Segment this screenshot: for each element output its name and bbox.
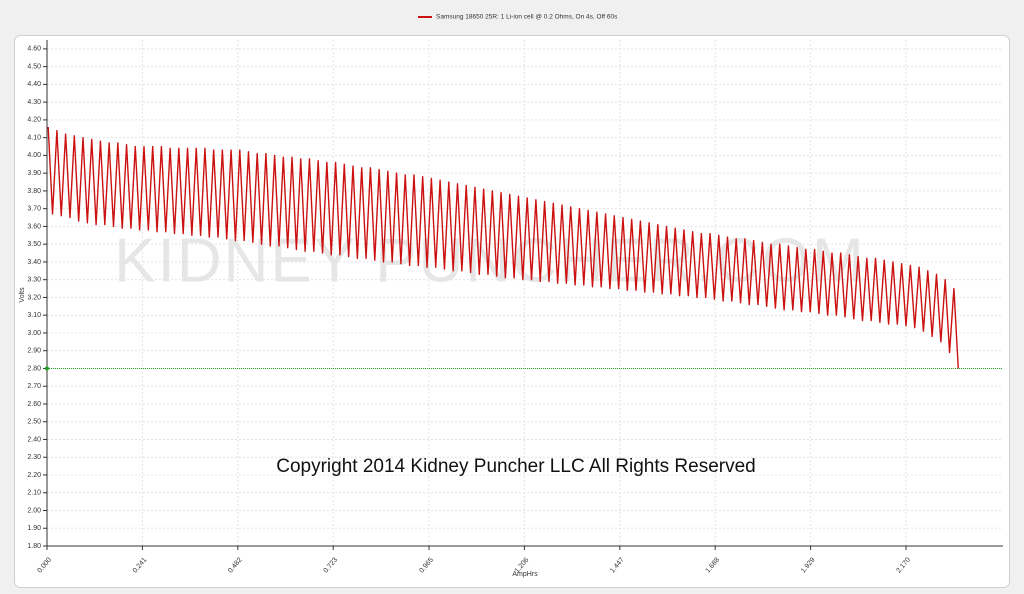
y-tick-label: 3.50: [27, 241, 41, 248]
y-tick-label: 1.90: [27, 525, 41, 532]
y-tick-label: 4.50: [27, 63, 41, 70]
y-tick-label: 3.20: [27, 294, 41, 301]
y-tick-label: 1.80: [27, 543, 41, 550]
y-tick-label: 2.70: [27, 383, 41, 390]
y-tick-label: 2.20: [27, 472, 41, 479]
y-tick-label: 4.20: [27, 117, 41, 124]
y-tick-label: 3.70: [27, 206, 41, 213]
y-tick-label: 4.10: [27, 134, 41, 141]
y-tick-label: 2.80: [27, 365, 41, 372]
y-tick-label: 2.90: [27, 348, 41, 355]
y-tick-label: 3.90: [27, 170, 41, 177]
y-axis-title: Volts: [19, 287, 26, 303]
y-tick-label: 4.40: [27, 81, 41, 88]
x-axis-title: AmpHrs: [512, 571, 538, 578]
y-tick-label: 2.50: [27, 419, 41, 426]
y-tick-label: 3.30: [27, 277, 41, 284]
reference-marker: [45, 366, 49, 371]
y-tick-label: 3.60: [27, 223, 41, 230]
y-tick-label: 2.60: [27, 401, 41, 408]
legend-label: Samsung 18650 25R: 1 Li-ion cell @ 0.2 O…: [436, 14, 618, 21]
y-tick-label: 4.00: [27, 152, 41, 159]
y-tick-label: 2.00: [27, 507, 41, 514]
y-tick-label: 3.40: [27, 259, 41, 266]
y-tick-label: 2.40: [27, 436, 41, 443]
y-tick-label: 3.10: [27, 312, 41, 319]
legend-item: Samsung 18650 25R: 1 Li-ion cell @ 0.2 O…: [418, 14, 618, 21]
y-tick-label: 2.30: [27, 454, 41, 461]
annotation: Copyright 2014 Kidney Puncher LLC All Ri…: [276, 456, 756, 477]
chart-panel: [14, 35, 1010, 588]
y-tick-label: 3.80: [27, 188, 41, 195]
y-tick-label: 2.10: [27, 490, 41, 497]
y-tick-label: 4.30: [27, 99, 41, 106]
data-line: [47, 126, 959, 369]
y-tick-label: 3.00: [27, 330, 41, 337]
y-tick-label: 4.60: [27, 46, 41, 53]
